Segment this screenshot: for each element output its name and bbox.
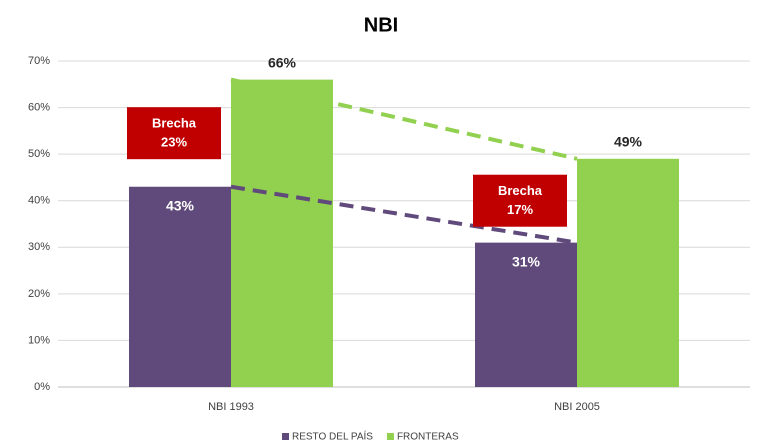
y-tick-label: 30% [28, 241, 50, 253]
legend-label: FRONTERAS [397, 432, 459, 443]
bar [577, 158, 679, 387]
chart-title: NBI [364, 14, 398, 36]
value-label: 43% [166, 197, 195, 213]
bar [129, 186, 231, 387]
y-tick-label: 0% [34, 381, 50, 393]
y-tick-label: 50% [28, 148, 50, 160]
annotation-box [473, 174, 567, 227]
bar [475, 242, 577, 387]
legend-label: RESTO DEL PAÍS [292, 430, 373, 443]
value-label: 31% [512, 253, 541, 269]
y-tick-label: 20% [28, 288, 50, 300]
annotation-text: 17% [507, 202, 533, 217]
bar [231, 79, 333, 387]
y-tick-label: 60% [28, 101, 50, 113]
annotation-text: Brecha [498, 183, 543, 198]
y-tick-label: 40% [28, 195, 50, 207]
trend-line [230, 77, 578, 161]
legend-marker [386, 433, 394, 440]
legend-marker [282, 433, 289, 440]
annotation-text: 23% [161, 135, 187, 150]
annotation-box [127, 107, 221, 160]
y-tick-label: 10% [28, 334, 50, 346]
trend-line [230, 184, 578, 245]
value-label: 49% [614, 134, 643, 150]
value-label: 66% [268, 54, 297, 70]
y-tick-label: 70% [28, 55, 50, 67]
x-tick-label: NBI 1993 [208, 401, 254, 413]
x-tick-label: NBI 2005 [554, 401, 600, 413]
annotation-text: Brecha [152, 116, 197, 131]
